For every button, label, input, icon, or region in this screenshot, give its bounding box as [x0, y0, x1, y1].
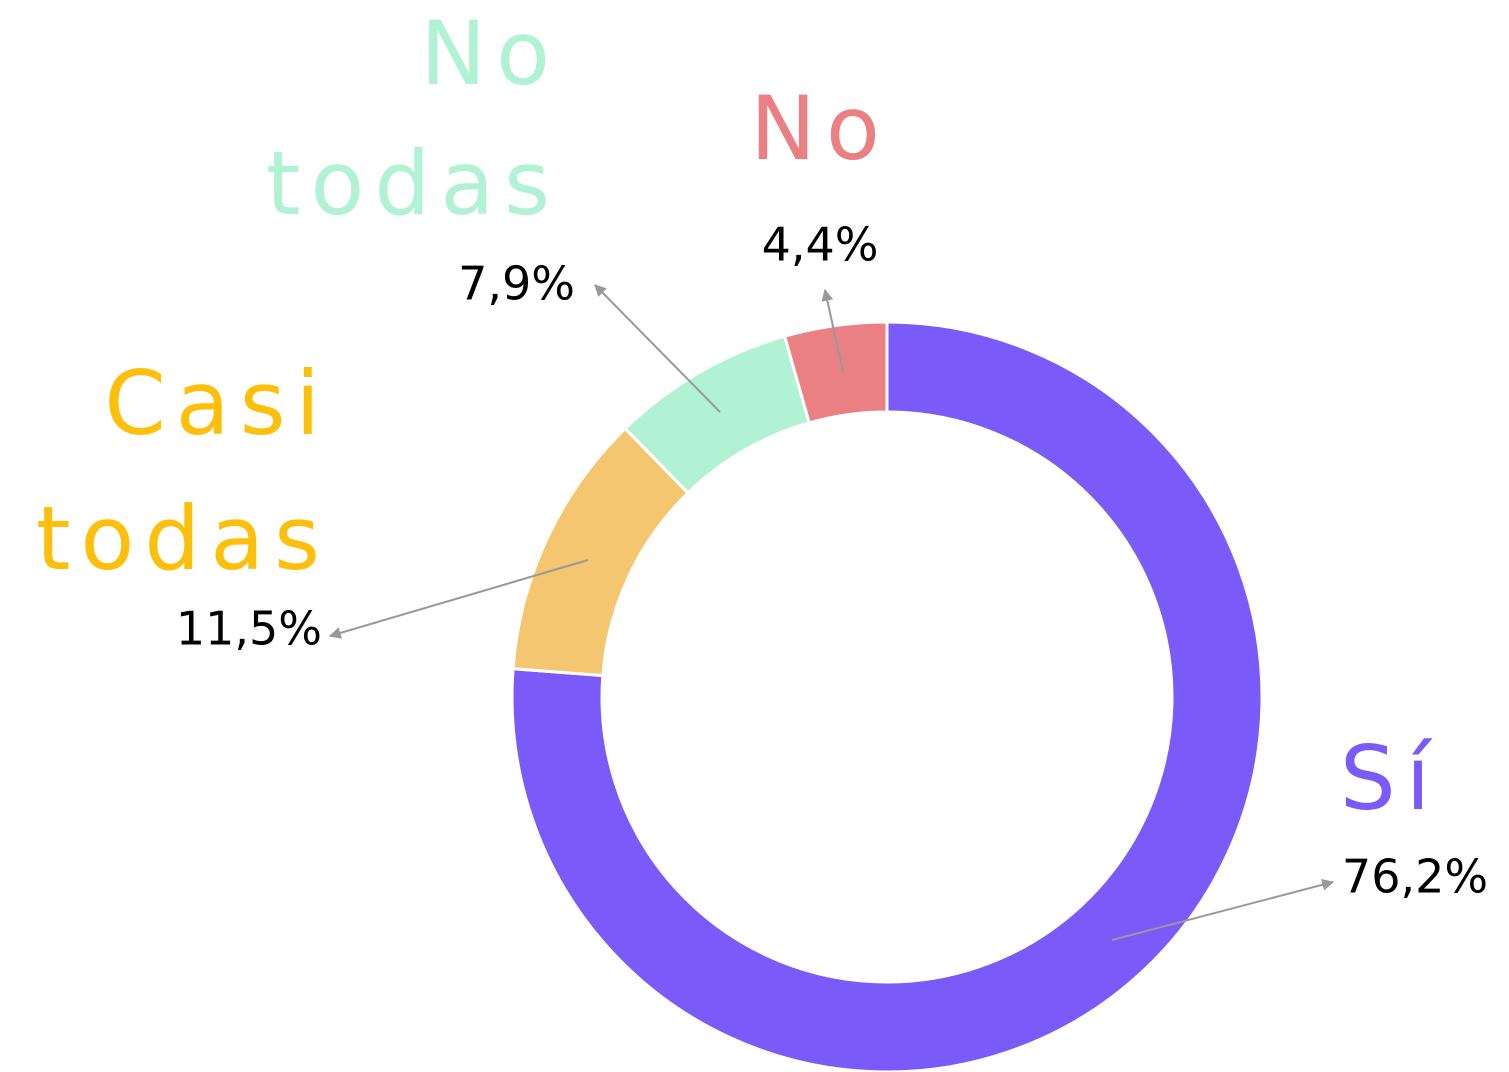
value-label: 7,9% — [458, 257, 575, 311]
category-label-line: todas — [266, 132, 560, 235]
category-label: Casi todas — [36, 352, 330, 590]
leader-line — [328, 559, 589, 639]
category-label-line: Casi — [104, 352, 330, 455]
category-label-line: No — [420, 2, 560, 105]
donut-slice — [782, 320, 889, 425]
leader-line — [594, 284, 721, 413]
category-label: No — [750, 77, 890, 180]
leader-line — [1111, 878, 1335, 941]
value-label: 76,2% — [1342, 850, 1488, 904]
value-label: 11,5% — [176, 602, 322, 656]
category-label: No todas — [266, 2, 560, 235]
donut-slice — [510, 320, 1264, 1072]
value-label: 4,4% — [762, 218, 879, 272]
category-label: Sí — [1340, 727, 1440, 830]
category-label-line: todas — [36, 487, 330, 590]
leader-line — [821, 288, 844, 373]
